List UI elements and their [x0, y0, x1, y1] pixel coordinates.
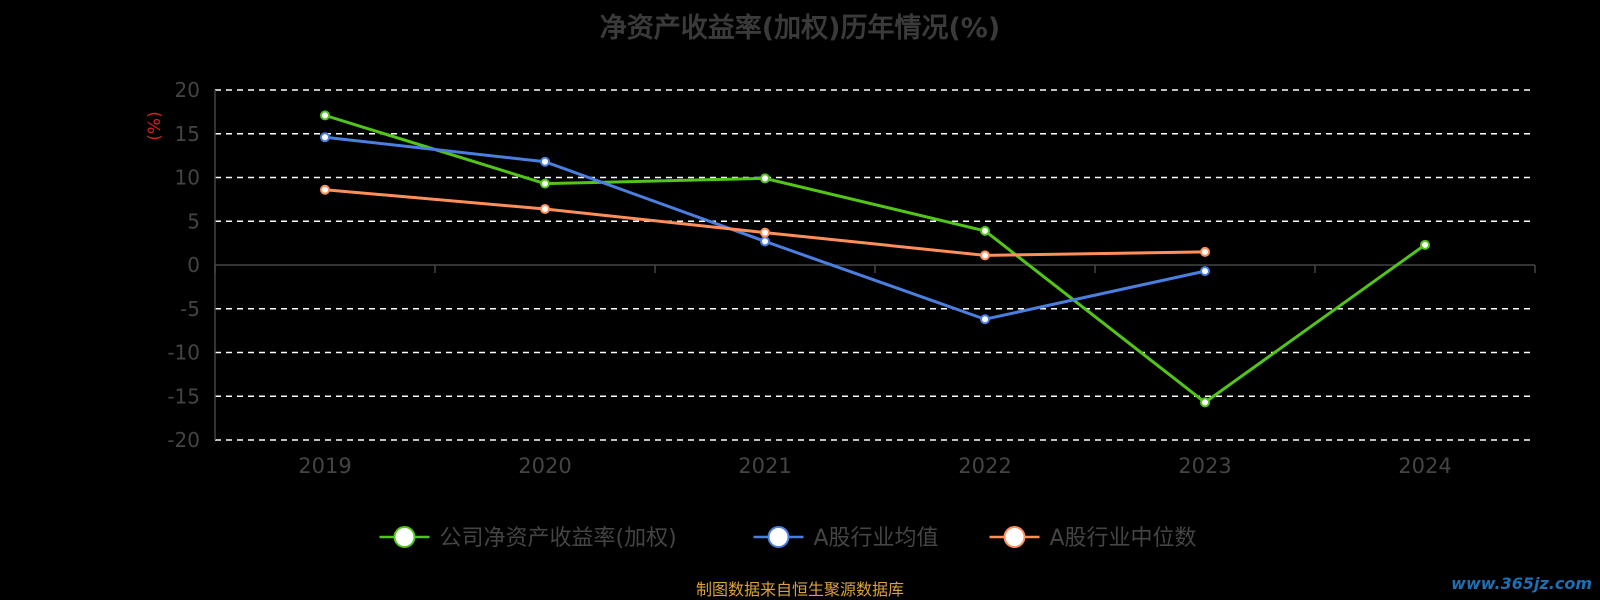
legend-swatch-marker — [393, 526, 416, 548]
series-1-point — [980, 225, 990, 236]
x-tick-label: 2020 — [518, 454, 571, 478]
y-tick-label: 10 — [175, 166, 200, 190]
series-2-point — [1200, 266, 1210, 277]
series-2-point — [320, 132, 330, 143]
series-1-point — [1200, 397, 1210, 408]
watermark: www.365jz.com — [1451, 574, 1592, 593]
legend-label: 公司净资产收益率(加权) — [440, 526, 677, 551]
legend-label: A股行业中位数 — [1050, 526, 1197, 551]
x-tick-label: 2021 — [738, 454, 791, 478]
y-tick-label: 20 — [175, 78, 200, 102]
y-tick-label: 15 — [175, 122, 200, 146]
legend-label: A股行业均值 — [814, 526, 939, 551]
series-1-point — [1420, 239, 1430, 250]
series-2-point — [540, 156, 550, 167]
x-tick-label: 2023 — [1178, 454, 1231, 478]
series-1-point — [320, 110, 330, 121]
y-tick-label: -20 — [167, 428, 200, 452]
series-3-point — [1200, 246, 1210, 257]
series-line-1 — [324, 113, 1426, 405]
series-2-point — [760, 236, 770, 247]
y-axis-label: (%) — [145, 111, 165, 140]
x-tick-label: 2024 — [1398, 454, 1451, 478]
y-tick-label: 0 — [187, 253, 200, 277]
series-3-point — [540, 204, 550, 214]
y-tick-label: -10 — [167, 341, 200, 365]
y-tick-label: -5 — [180, 297, 200, 321]
series-1-point — [760, 173, 770, 184]
x-tick-label: 2022 — [958, 454, 1011, 478]
series-3-point — [320, 184, 330, 195]
series-2-point — [980, 314, 990, 325]
series-3-point — [980, 250, 990, 261]
y-tick-label: -15 — [167, 384, 200, 408]
y-tick-label: 5 — [187, 209, 200, 233]
source-note: 制图数据来自恒生聚源数据库 — [695, 580, 904, 599]
series-3-point — [760, 227, 770, 238]
chart-title: 净资产收益率(加权)历年情况(%) — [599, 13, 1001, 44]
series-1-point — [540, 178, 550, 189]
legend-swatch-marker — [767, 526, 790, 548]
x-tick-label: 2019 — [298, 454, 351, 478]
legend-swatch-marker — [1003, 526, 1026, 548]
